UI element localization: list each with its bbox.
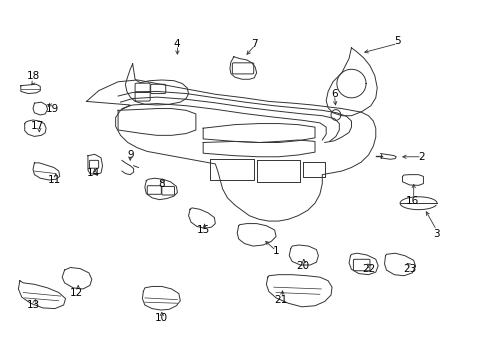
- Text: 2: 2: [418, 152, 425, 162]
- Text: 20: 20: [296, 261, 309, 271]
- Text: 12: 12: [70, 288, 83, 297]
- Text: 14: 14: [87, 168, 100, 178]
- Text: 1: 1: [272, 247, 279, 256]
- Text: 11: 11: [48, 175, 61, 185]
- Text: 21: 21: [274, 295, 287, 305]
- Text: 9: 9: [127, 150, 133, 160]
- Text: 5: 5: [393, 36, 400, 46]
- Text: 16: 16: [405, 197, 418, 206]
- Text: 10: 10: [155, 312, 168, 323]
- Text: 3: 3: [432, 229, 439, 239]
- Text: 6: 6: [330, 89, 337, 99]
- Text: 8: 8: [158, 179, 165, 189]
- Text: 15: 15: [196, 225, 209, 235]
- Text: 18: 18: [26, 71, 40, 81]
- Text: 22: 22: [361, 264, 374, 274]
- Text: 17: 17: [31, 121, 44, 131]
- Text: 7: 7: [250, 39, 257, 49]
- Text: 4: 4: [173, 39, 180, 49]
- Text: 13: 13: [26, 300, 40, 310]
- Text: 23: 23: [403, 264, 416, 274]
- Text: 19: 19: [46, 104, 59, 113]
